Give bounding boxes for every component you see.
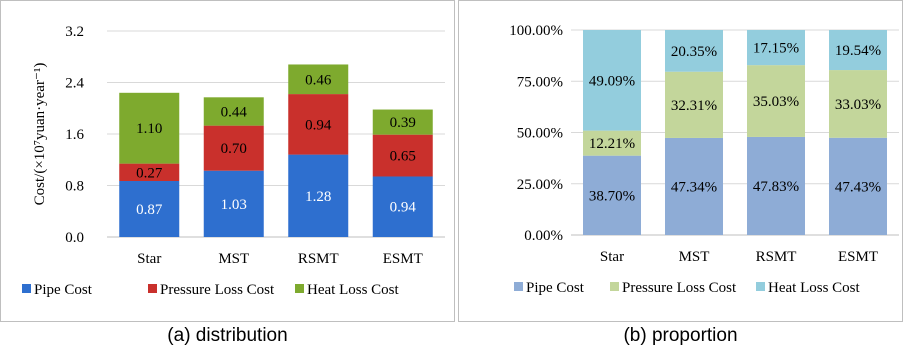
bar-segment [288, 154, 349, 237]
data-label: 1.28 [305, 189, 331, 205]
data-label: 0.70 [221, 141, 247, 157]
data-label: 1.10 [136, 121, 162, 137]
y-tick-label: 0.00% [524, 228, 563, 244]
bar-segment [288, 94, 349, 155]
data-label: 49.09% [589, 73, 635, 89]
data-label: 47.34% [671, 179, 717, 195]
data-label: 0.46 [305, 72, 332, 88]
data-label: 47.83% [753, 179, 799, 195]
bar-segment [665, 30, 723, 72]
bar-segment [829, 30, 887, 71]
data-label: 0.94 [305, 117, 332, 133]
bar-segment [288, 64, 349, 95]
bar-segment [583, 130, 641, 156]
bar-segment [372, 134, 433, 177]
bar-segment [119, 180, 180, 237]
stacked-bar-chart-distribution: 0.0 0.8 1.6 2.4 3.2 Cost/(×10⁷yuan·year⁻¹) 0.8… [0, 0, 455, 322]
x-tick-label: Star [137, 251, 161, 267]
legend-swatch [22, 284, 31, 293]
bar-segment [583, 155, 641, 235]
chart-panel-distribution: 0.0 0.8 1.6 2.4 3.2 Cost/(×10⁷yuan·year⁻¹) 0.8… [0, 0, 455, 322]
x-tick-label: MST [679, 249, 710, 265]
legend-swatch [756, 282, 765, 291]
data-label: 1.03 [221, 197, 247, 213]
y-tick-label: 1.6 [65, 127, 84, 143]
y-axis-label: Cost/(×10⁷yuan·year⁻¹) [32, 63, 48, 206]
y-tick-label: 3.2 [65, 24, 84, 40]
bar-segment [747, 65, 805, 137]
bar-segment [665, 71, 723, 138]
bar-segment [747, 136, 805, 235]
x-tick-label: Star [600, 249, 624, 265]
bar-segment [829, 70, 887, 138]
data-label: 33.03% [835, 97, 881, 113]
bar-segment [372, 176, 433, 237]
bar-segment [747, 29, 805, 66]
bar-segment [203, 97, 264, 126]
legend-swatch [514, 282, 523, 291]
y-tick-label: 0.8 [65, 179, 84, 195]
x-tick-label: ESMT [383, 251, 423, 267]
data-label: 0.87 [136, 202, 163, 218]
y-tick-label: 75.00% [517, 74, 563, 90]
bar-segment [583, 30, 641, 131]
x-tick-label: ESMT [838, 249, 878, 265]
data-label: 0.39 [390, 115, 416, 131]
y-tick-label: 0.0 [65, 230, 84, 246]
caption-proportion: (b) proportion [623, 325, 738, 346]
caption-distribution: (a) distribution [167, 325, 288, 346]
y-tick-label: 50.00% [517, 126, 563, 142]
data-label: 17.15% [753, 41, 799, 57]
bar-segment [372, 109, 433, 135]
bar-segment [203, 125, 264, 171]
legend-label: Pressure Loss Cost [622, 280, 737, 296]
data-label: 0.27 [136, 165, 163, 181]
data-label: 38.70% [589, 188, 635, 204]
bar-segment [119, 163, 180, 181]
legend-label: Heat Loss Cost [307, 282, 399, 298]
x-tick-label: RSMT [298, 251, 339, 267]
y-tick-label: 100.00% [509, 23, 563, 39]
data-label: 20.35% [671, 44, 717, 60]
data-label: 35.03% [753, 94, 799, 110]
y-tick-label: 2.4 [65, 76, 84, 92]
bar-segment [829, 137, 887, 235]
x-tick-label: MST [218, 251, 249, 267]
legend-label: Pipe Cost [526, 280, 585, 296]
data-label: 47.43% [835, 179, 881, 195]
data-label: 19.54% [835, 43, 881, 59]
legend-swatch [610, 282, 619, 291]
chart-panel-proportion: 0.00% 25.00% 50.00% 75.00% 100.00% 38.70% 12.2… [458, 0, 903, 322]
bar-segment [203, 170, 264, 237]
legend-swatch [295, 284, 304, 293]
data-label: 12.21% [589, 136, 635, 152]
stacked-bar-chart-proportion: 0.00% 25.00% 50.00% 75.00% 100.00% 38.70% 12.2… [458, 0, 903, 322]
legend-label: Pressure Loss Cost [160, 282, 275, 298]
legend-label: Heat Loss Cost [768, 280, 860, 296]
bar-segment [665, 137, 723, 235]
bar-segment [119, 92, 180, 164]
x-tick-label: RSMT [756, 249, 797, 265]
legend-swatch [148, 284, 157, 293]
legend-label: Pipe Cost [34, 282, 93, 298]
data-label: 0.94 [390, 200, 417, 216]
data-label: 32.31% [671, 98, 717, 114]
data-label: 0.44 [221, 104, 248, 120]
data-label: 0.65 [390, 149, 416, 165]
y-tick-label: 25.00% [517, 177, 563, 193]
